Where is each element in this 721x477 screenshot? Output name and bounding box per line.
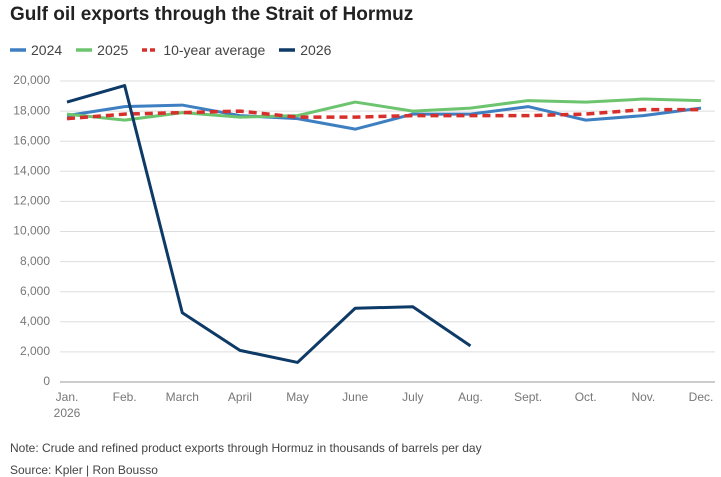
- legend-item: 10-year average: [142, 42, 265, 58]
- x-tick-label: Nov.: [631, 390, 656, 404]
- legend-swatch: [142, 48, 159, 52]
- y-tick-label: 14,000: [13, 163, 50, 177]
- x-tick-label: June: [342, 390, 369, 404]
- y-tick-label: 0: [43, 374, 50, 388]
- note: Note: Crude and refined product exports …: [10, 441, 482, 455]
- y-tick-label: 12,000: [13, 194, 50, 208]
- y-tick-label: 6,000: [20, 284, 50, 298]
- legend-label: 10-year average: [163, 42, 266, 58]
- legend-label: 2025: [97, 42, 129, 58]
- x-tick-label: July: [402, 390, 424, 404]
- x-tick-label: Sept.: [514, 390, 543, 404]
- legend-swatch: [10, 48, 26, 52]
- chart-title: Gulf oil exports through the Strait of H…: [10, 4, 414, 25]
- y-tick-label: 20,000: [13, 73, 50, 87]
- legend-item: 2025: [76, 42, 128, 58]
- legend-swatch: [279, 48, 296, 52]
- y-tick-label: 8,000: [20, 254, 50, 268]
- x-tick-label: Feb.: [112, 390, 137, 404]
- legend-label: 2026: [300, 42, 332, 58]
- y-tick-label: 10,000: [13, 224, 50, 238]
- legend: 2024 2025 10-year average 2026: [10, 42, 331, 58]
- x-tick-label: April: [227, 390, 252, 404]
- legend-item: 2026: [279, 42, 331, 58]
- y-tick-label: 16,000: [13, 133, 50, 147]
- x-tick-label: March: [165, 390, 199, 404]
- line-series: [66, 84, 472, 364]
- x-tick-label: Aug.: [458, 390, 483, 404]
- line-series: [66, 103, 702, 131]
- x-tick-label: Dec.: [688, 390, 714, 404]
- x-tick-label: Jan. 2026: [53, 390, 81, 420]
- source: Source: Kpler | Ron Bousso: [10, 463, 158, 477]
- legend-item: 2024: [10, 42, 62, 58]
- line-series: [66, 107, 701, 121]
- x-tick-label: Oct.: [574, 390, 597, 404]
- x-tick-label: May: [286, 390, 309, 404]
- y-tick-label: 18,000: [13, 103, 50, 117]
- y-tick-label: 4,000: [20, 314, 50, 328]
- legend-label: 2024: [31, 42, 63, 58]
- y-tick-label: 2,000: [20, 344, 50, 358]
- legend-swatch: [76, 48, 93, 52]
